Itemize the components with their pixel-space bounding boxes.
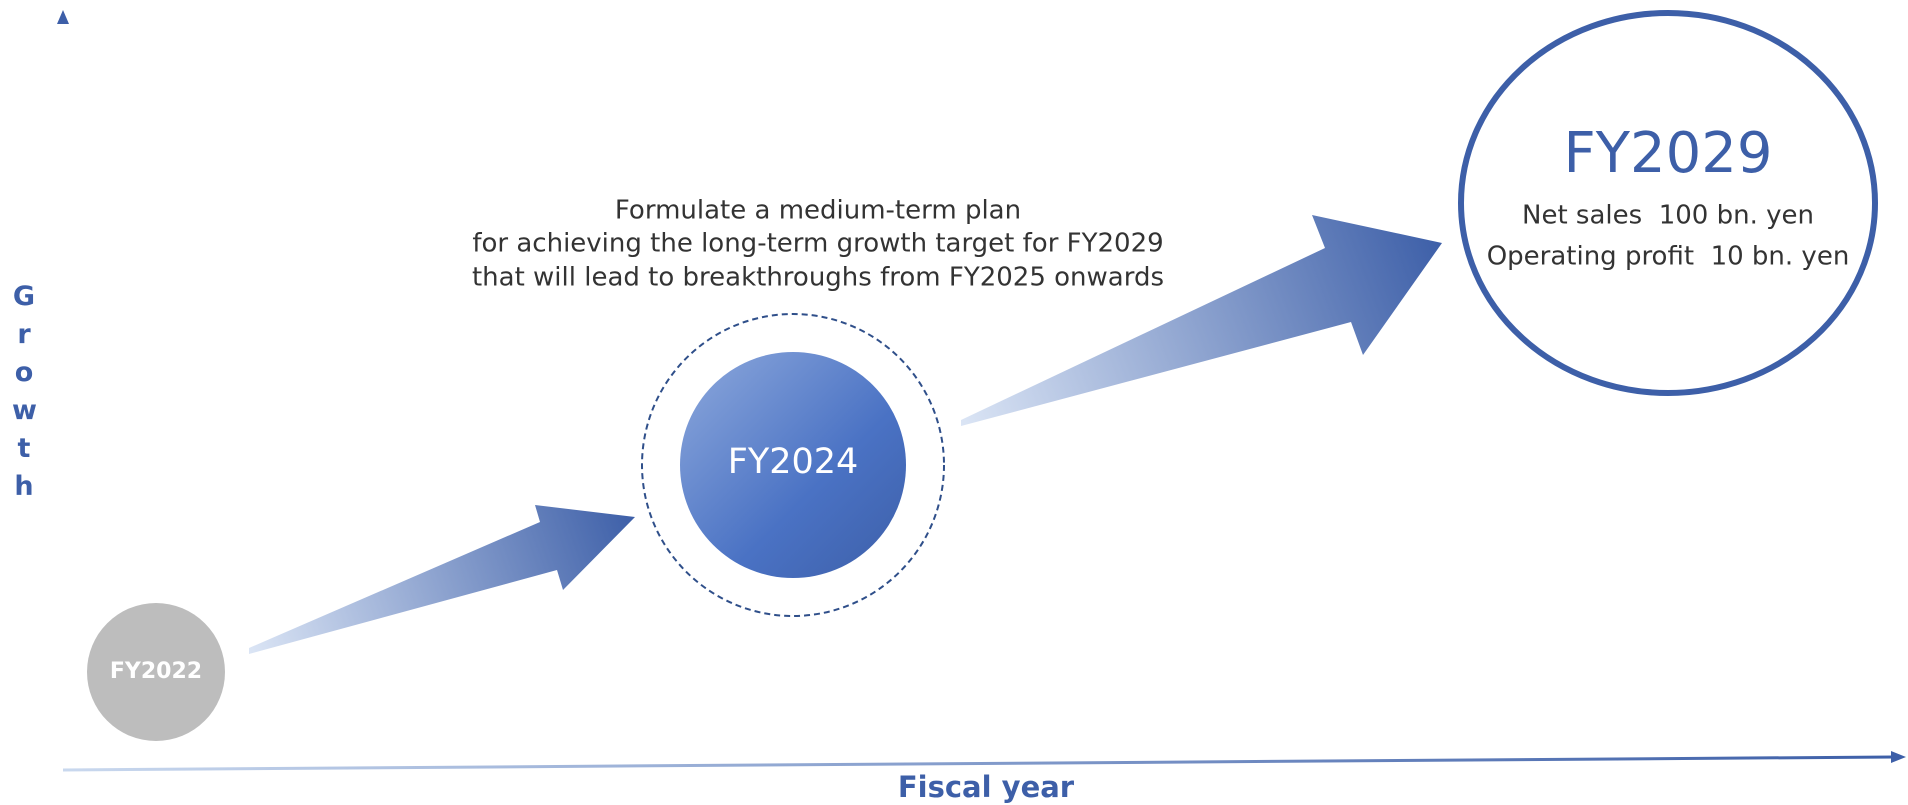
x-axis-arrow [1891, 751, 1906, 763]
description-line: Formulate a medium-term plan [615, 196, 1021, 226]
x-axis [62, 755, 1894, 772]
target-line: Operating profit 10 bn. yen [1487, 242, 1850, 272]
node-fy2022 [87, 603, 225, 741]
node-label: FY2024 [728, 442, 859, 482]
node-label: FY2022 [110, 659, 202, 684]
description-line: for achieving the long-term growth targe… [472, 229, 1163, 259]
node-label: FY2029 [1564, 121, 1773, 186]
target-line: Net sales 100 bn. yen [1522, 201, 1814, 231]
y-axis-label: Growth [12, 281, 37, 502]
dashed-ring [641, 313, 945, 617]
y-axis-arrow [57, 10, 69, 24]
x-axis-label: Fiscal year [898, 770, 1075, 804]
node-fy2024 [680, 352, 906, 578]
arrow [961, 215, 1442, 426]
description-line: that will lead to breakthroughs from FY2… [472, 263, 1164, 293]
arrow [249, 505, 635, 654]
node-fy2029 [1458, 10, 1878, 396]
